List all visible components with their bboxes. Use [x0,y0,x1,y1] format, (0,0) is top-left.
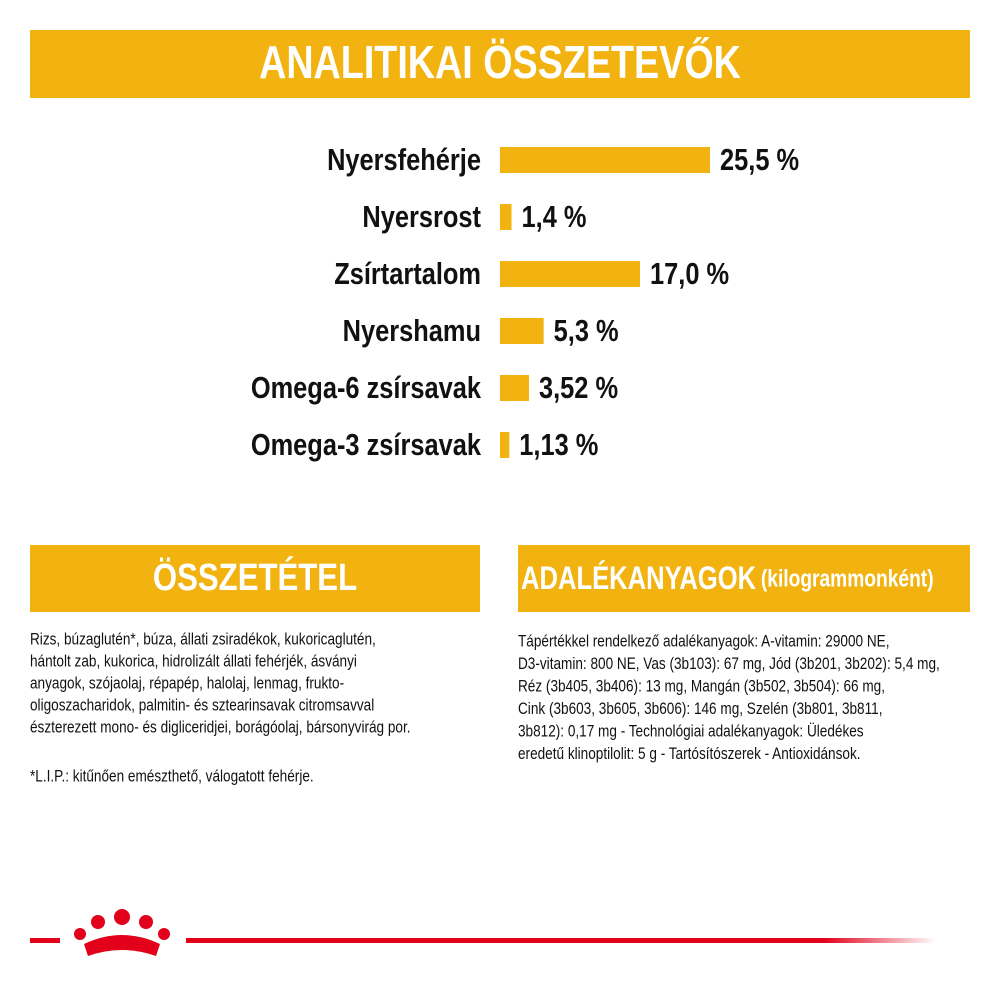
category-label: Nyersrost [362,200,481,235]
bar [500,375,529,401]
value-label: 1,13 % [519,428,598,463]
value-label: 17,0 % [650,257,729,292]
category-label-group: Omega-3 zsírsavak [251,428,481,463]
bar [500,147,710,173]
category-label-group: Nyersrost [362,200,481,235]
paragraph-line: hántolt zab, kukorica, hidrolizált állat… [30,652,357,671]
paragraph-line: Réz (3b405, 3b406): 13 mg, Mangán (3b502… [518,677,885,696]
bar [500,261,640,287]
section-title-group: ÖSSZETÉTEL [153,555,357,599]
paragraph-line: anyagok, szójaolaj, répapép, halolaj, le… [30,674,344,693]
bar [500,318,544,344]
value-label: 3,52 % [539,371,618,406]
footnote-group: *L.I.P.: kitűnően emészthető, válogatott… [30,767,314,786]
paragraph-line-group: 3b812): 0,17 mg - Technológiai adalékany… [518,721,864,741]
paragraph-line: észterezett mono- és digliceridjei, borá… [30,718,411,737]
paragraph-line-group: oligoszacharidok, palmitin- és sztearins… [30,696,374,715]
paragraph-line-group: Cink (3b603, 3b605, 3b606): 146 mg, Szel… [518,700,882,719]
chart-title: ANALITIKAI ÖSSZETEVŐK [259,37,741,88]
composition-banner [30,545,480,612]
paragraph-line: oligoszacharidok, palmitin- és sztearins… [30,696,374,715]
logo-crown [74,909,170,956]
paragraph-line: Tápértékkel rendelkező adalékanyagok: A-… [518,632,889,651]
value-label-group: 3,52 % [539,371,618,406]
value-label: 1,4 % [522,200,587,235]
bar [500,204,512,230]
chart-title-group: ANALITIKAI ÖSSZETEVŐK [259,37,741,88]
title-banner [30,30,970,98]
additives-banner [518,545,970,612]
value-label-group: 1,13 % [519,428,598,463]
category-label: Omega-6 zsírsavak [251,371,481,406]
section-title: ÖSSZETÉTEL [153,555,357,599]
value-label: 25,5 % [720,143,799,178]
paragraph-line-group: Tápértékkel rendelkező adalékanyagok: A-… [518,632,889,651]
paragraph-line-group: D3-vitamin: 800 NE, Vas (3b103): 67 mg, … [518,655,940,674]
category-label: Zsírtartalom [334,257,481,292]
paragraph-line-group: észterezett mono- és digliceridjei, borá… [30,718,411,737]
value-label: 5,3 % [554,314,619,349]
section-title-group: ADALÉKANYAGOK (kilogrammonként) [521,559,934,597]
category-label: Nyersfehérje [327,143,481,178]
value-label-group: 5,3 % [554,314,619,349]
section-title: ADALÉKANYAGOK (kilogrammonként) [521,559,934,597]
category-label-group: Zsírtartalom [334,257,481,292]
paragraph-line: Cink (3b603, 3b605, 3b606): 146 mg, Szel… [518,700,882,719]
paragraph-line-group: hántolt zab, kukorica, hidrolizált állat… [30,652,357,671]
category-label: Omega-3 zsírsavak [251,428,481,463]
footer-line [30,938,60,943]
value-label-group: 17,0 % [650,257,729,292]
paragraph-line: 3b812): 0,17 mg - Technológiai adalékany… [518,721,864,741]
section-subtitle: (kilogrammonként) [761,564,934,592]
bar [500,432,510,458]
paragraph-line: D3-vitamin: 800 NE, Vas (3b103): 67 mg, … [518,655,940,674]
paragraph-line-group: Réz (3b405, 3b406): 13 mg, Mangán (3b502… [518,677,885,696]
paragraph-line: eredetű klinoptilolit: 5 g - Tartósítósz… [518,745,861,764]
footer-line [186,938,936,943]
value-label-group: 1,4 % [522,200,587,235]
paragraph-line-group: Rizs, búzaglutén*, búza, állati zsiradék… [30,630,376,649]
footnote: *L.I.P.: kitűnően emészthető, válogatott… [30,767,314,786]
category-label-group: Nyersfehérje [327,143,481,178]
category-label: Nyershamu [343,314,481,349]
paragraph-line-group: eredetű klinoptilolit: 5 g - Tartósítósz… [518,745,861,764]
value-label-group: 25,5 % [720,143,799,178]
paragraph-line: Rizs, búzaglutén*, búza, állati zsiradék… [30,630,376,649]
category-label-group: Omega-6 zsírsavak [251,371,481,406]
category-label-group: Nyershamu [343,314,481,349]
paragraph-line-group: anyagok, szójaolaj, répapép, halolaj, le… [30,674,344,693]
section-title-main: ADALÉKANYAGOK [521,559,756,597]
